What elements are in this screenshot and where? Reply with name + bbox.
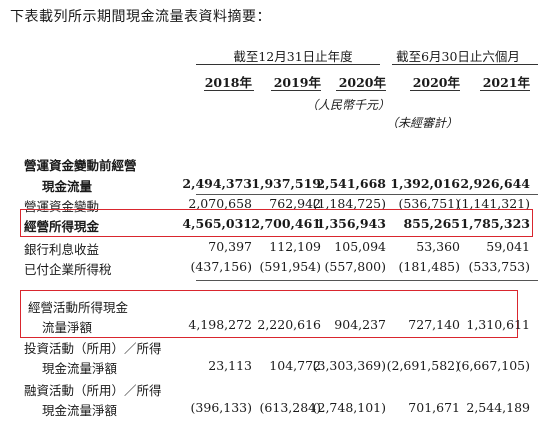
- table-row-working-capital-header: 營運資金變動前經營: [0, 155, 554, 175]
- row-label: 經營活動所得現金: [28, 300, 129, 315]
- row-label: 經營所得現金: [24, 219, 100, 234]
- cell-2019: 104,772: [269, 358, 321, 373]
- year-header-2020: 2020年: [338, 75, 386, 90]
- year-header-2021-interim: 2021年: [482, 75, 530, 90]
- table-row-cash-from-operations: 經營所得現金 4,565,031 2,700,461 1,356,943 855…: [0, 216, 554, 236]
- cell-2019: 112,109: [269, 239, 321, 254]
- period-underline-year-end: [196, 64, 380, 65]
- table-row-operating-cash-flow: 現金流量 2,494,373 1,937,519 2,541,668 1,392…: [0, 176, 554, 196]
- cell-2021-interim: 1,310,611: [466, 317, 530, 332]
- cell-2018: (437,156): [190, 259, 252, 274]
- highlight-box-net-operating: [20, 290, 518, 338]
- year-underline-2020-interim: [410, 90, 460, 91]
- cell-2021-interim: 59,041: [486, 239, 530, 254]
- row-label: 流量淨額: [42, 320, 93, 335]
- intro-text: 下表載列所示期間現金流量表資料摘要：: [10, 9, 271, 25]
- cell-2020-interim: 855,265: [403, 216, 460, 231]
- cell-2020: 1,356,943: [316, 216, 386, 231]
- cell-2019: (613,284): [259, 400, 321, 415]
- cell-2020: 105,094: [334, 239, 386, 254]
- cell-2020: 2,541,668: [316, 176, 386, 191]
- year-header-2019: 2019年: [273, 75, 321, 90]
- period-header-six-months: 截至6月30日止六個月: [396, 49, 520, 64]
- cell-2020-interim: 727,140: [408, 317, 460, 332]
- cell-2018: 4,565,031: [182, 216, 252, 231]
- cell-2020: (557,800): [324, 259, 386, 274]
- period-header-year-end: 截至12月31日止年度: [233, 49, 353, 64]
- cell-2019: 2,700,461: [251, 216, 321, 231]
- table-row-net-investing: 現金流量淨額 23,113 104,772 (3,303,369) (2,691…: [0, 358, 554, 378]
- total-line: [196, 280, 538, 281]
- cell-2021-interim: 2,926,644: [460, 176, 530, 191]
- cell-2020-interim: (2,691,582): [386, 358, 460, 373]
- row-label: 銀行利息收益: [24, 242, 100, 257]
- cell-2018: 4,198,272: [188, 317, 252, 332]
- unaudited-note: （未經審計）: [386, 116, 459, 130]
- row-label: 已付企業所得稅: [24, 262, 112, 277]
- table-row-income-tax-paid: 已付企業所得稅 (437,156) (591,954) (557,800) (1…: [0, 259, 554, 279]
- cell-2021-interim: (533,753): [468, 259, 530, 274]
- row-label: 現金流量: [42, 179, 93, 194]
- table-row-net-operating-header: 經營活動所得現金: [0, 297, 554, 317]
- cell-2019: 762,942: [269, 196, 321, 211]
- cell-2020-interim: (181,485): [398, 259, 460, 274]
- table-row-financing-header: 融資活動（所用）／所得: [0, 380, 554, 400]
- cell-2021-interim: 2,544,189: [466, 400, 530, 415]
- cell-2020-interim: 701,671: [408, 400, 460, 415]
- row-label: 投資活動（所用）／所得: [24, 341, 162, 356]
- cell-2018: 23,113: [208, 358, 252, 373]
- table-row-working-capital-change: 營運資金變動 2,070,658 762,942 (1,184,725) (53…: [0, 196, 554, 216]
- cell-2018: (396,133): [190, 400, 252, 415]
- cell-2019: (591,954): [259, 259, 321, 274]
- subtotal-line: [196, 194, 538, 195]
- cell-2021-interim: 1,785,323: [460, 216, 530, 231]
- table-row-net-financing: 現金流量淨額 (396,133) (613,284) (2,748,101) 7…: [0, 400, 554, 420]
- year-header-2020-interim: 2020年: [412, 75, 460, 90]
- year-underline-2020: [336, 90, 386, 91]
- row-label: 現金流量淨額: [42, 361, 118, 376]
- cell-2020: (2,748,101): [312, 400, 386, 415]
- row-label: 融資活動（所用）／所得: [24, 383, 162, 398]
- year-underline-2018: [204, 90, 254, 91]
- currency-unit-note: （人民幣千元）: [306, 98, 391, 112]
- cell-2020-interim: 53,360: [416, 239, 460, 254]
- period-underline-six-months: [392, 64, 538, 65]
- row-label: 現金流量淨額: [42, 403, 118, 418]
- cell-2020: (1,184,725): [312, 196, 386, 211]
- year-underline-2019: [271, 90, 321, 91]
- cell-2020: (3,303,369): [312, 358, 386, 373]
- year-underline-2021-interim: [480, 90, 530, 91]
- cell-2020-interim: (536,751): [398, 196, 460, 211]
- cell-2019: 1,937,519: [251, 176, 321, 191]
- row-label: 營運資金變動前經營: [24, 158, 137, 173]
- cell-2018: 70,397: [208, 239, 252, 254]
- cell-2020-interim: 1,392,016: [390, 176, 460, 191]
- cell-2019: 2,220,616: [257, 317, 321, 332]
- cell-2018: 2,070,658: [188, 196, 252, 211]
- table-row-investing-header: 投資活動（所用）／所得: [0, 338, 554, 358]
- table-row-bank-interest: 銀行利息收益 70,397 112,109 105,094 53,360 59,…: [0, 239, 554, 259]
- table-row-net-operating: 流量淨額 4,198,272 2,220,616 904,237 727,140…: [0, 317, 554, 337]
- cell-2021-interim: (1,141,321): [456, 196, 530, 211]
- cell-2018: 2,494,373: [182, 176, 252, 191]
- cell-2020: 904,237: [334, 317, 386, 332]
- year-header-2018: 2018年: [204, 75, 252, 90]
- row-label: 營運資金變動: [24, 199, 100, 214]
- cell-2021-interim: (6,667,105): [456, 358, 530, 373]
- highlight-box-cash-from-operations: [20, 209, 533, 237]
